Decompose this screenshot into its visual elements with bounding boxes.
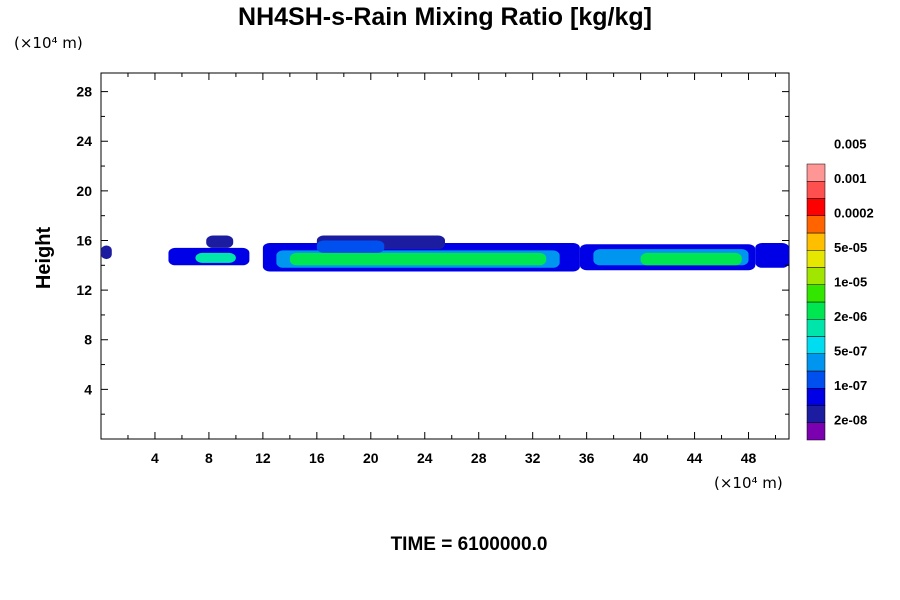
y-unit-label: (×10⁴ m) (14, 34, 83, 52)
colorbar-label-4: 2e-06 (834, 309, 867, 324)
colorbar-swatch-3 (806, 388, 826, 406)
colorbar-swatch-14 (806, 198, 826, 216)
x-tick-label-7: 28 (471, 450, 487, 466)
x-tick-label-11: 44 (687, 450, 703, 466)
contour-region-12 (755, 242, 789, 268)
contour-regions (101, 235, 789, 272)
colorbar-swatch-16 (806, 163, 826, 182)
y-tick-label-2: 8 (84, 332, 92, 348)
x-tick-label-12: 48 (741, 450, 757, 466)
time-label: TIME = 6100000.0 (391, 534, 548, 555)
x-unit-label: (×10⁴ m) (714, 474, 783, 492)
contour-region-8 (316, 240, 385, 253)
colorbar: 2e-08 1e-07 5e-07 2e-06 1e-05 5e-05 0.0002 0.00… (806, 137, 874, 441)
colorbar-label-2: 1e-07 (834, 378, 867, 393)
contour-region-3 (206, 235, 234, 248)
colorbar-swatch-6 (806, 336, 826, 354)
colorbar-swatch-8 (806, 301, 826, 320)
colorbar-swatch-1 (806, 422, 826, 441)
y-tick-label-6: 24 (76, 133, 92, 149)
colorbar-swatch-13 (806, 215, 826, 234)
colorbar-swatch-5 (806, 353, 826, 372)
colorbar-swatch-15 (806, 181, 826, 199)
colorbar-swatch-2 (806, 405, 826, 423)
colorbar-swatch-7 (806, 319, 826, 337)
colorbar-label-1: 2e-08 (834, 413, 867, 428)
y-tick-label-5: 20 (76, 183, 92, 199)
x-tick-label-9: 36 (579, 450, 595, 466)
y-tick-label-1: 4 (84, 381, 92, 397)
contour-region-7 (289, 252, 547, 266)
colorbar-swatch-4 (806, 370, 826, 389)
y-tick-label-4: 16 (76, 232, 92, 248)
colorbar-label-3: 5e-07 (834, 344, 867, 359)
colorbar-label-5: 1e-05 (834, 275, 867, 290)
x-tick-label-1: 4 (151, 450, 159, 466)
colorbar-swatch-11 (806, 250, 826, 268)
y-tick-label-7: 28 (76, 84, 92, 100)
x-tick-label-3: 12 (255, 450, 271, 466)
contour-region-11 (640, 252, 742, 266)
x-tick-label-6: 24 (417, 450, 433, 466)
colorbar-swatch-12 (806, 232, 826, 251)
colorbar-label-9: 0.005 (834, 137, 867, 152)
colorbar-label-6: 5e-05 (834, 240, 867, 255)
x-tick-label-8: 32 (525, 450, 541, 466)
contour-region-1 (101, 245, 112, 260)
contour-region-13 (195, 252, 236, 263)
colorbar-label-7: 0.0002 (834, 206, 874, 221)
x-tick-label-10: 40 (633, 450, 649, 466)
y-tick-label-3: 12 (76, 282, 92, 298)
chart-title: NH4SH-s-Rain Mixing Ratio [kg/kg] (238, 3, 652, 31)
x-tick-label-4: 16 (309, 450, 325, 466)
colorbar-label-8: 0.001 (834, 171, 867, 186)
y-axis-label: Height (33, 227, 55, 290)
colorbar-swatch-10 (806, 267, 826, 285)
colorbar-swatch-9 (806, 284, 826, 303)
x-tick-label-2: 8 (205, 450, 213, 466)
x-tick-label-5: 20 (363, 450, 379, 466)
